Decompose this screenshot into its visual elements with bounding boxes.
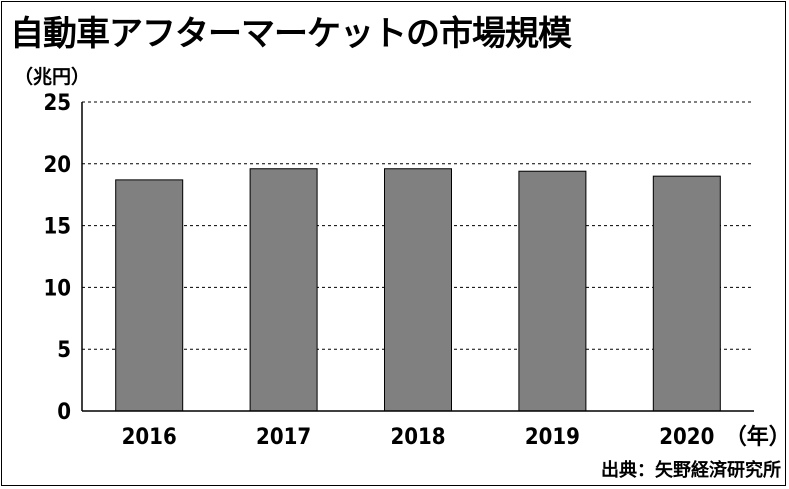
y-tick-label-10: 10	[43, 276, 71, 301]
x-tick-labels: 2016 2017 2018 2019 2020 （年）	[122, 424, 789, 450]
bar-2017	[249, 168, 318, 412]
y-tick-label-20: 20	[43, 153, 71, 178]
y-tick-label-5: 5	[57, 338, 71, 363]
x-tick-label-2016: 2016	[122, 425, 177, 450]
y-axis-unit-label: （兆円）	[14, 66, 91, 88]
x-axis-unit-label: （年）	[725, 424, 789, 450]
bar-2018	[384, 168, 452, 412]
x-tick-label-2017: 2017	[256, 425, 311, 450]
bar-2016	[115, 179, 184, 412]
bar-2019	[518, 170, 587, 412]
bar-2020	[652, 175, 721, 412]
y-tick-label-15: 15	[43, 215, 71, 240]
chart-title: 自動車アフターマーケットの市場規模	[10, 14, 572, 54]
y-tick-label-0: 0	[57, 400, 71, 425]
x-tick-label-2020: 2020	[659, 425, 714, 450]
x-tick-label-2019: 2019	[525, 425, 580, 450]
y-tick-label-25: 25	[43, 91, 71, 116]
bars	[115, 168, 721, 412]
x-tick-label-2018: 2018	[390, 425, 445, 450]
source-note: 出典：矢野経済研究所	[601, 460, 781, 481]
axes	[81, 102, 754, 412]
y-tick-labels: 0 5 10 15 20 25	[43, 91, 71, 425]
